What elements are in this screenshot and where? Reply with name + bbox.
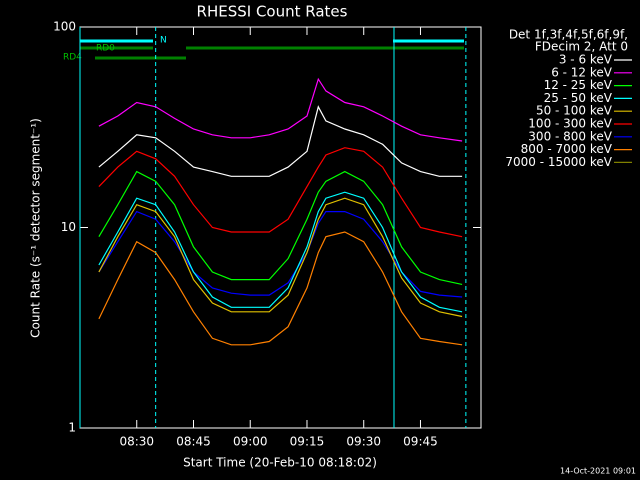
legend-title: FDecim 2, Att 0 <box>535 40 628 54</box>
series-line <box>98 191 463 313</box>
y-tick-label: 1 <box>68 421 76 435</box>
legend-label: 6 - 12 keV <box>551 65 613 79</box>
legend-label: 50 - 100 keV <box>536 104 613 118</box>
chart-title: RHESSI Count Rates <box>197 3 348 21</box>
series-line <box>98 231 463 346</box>
y-tick-label: 100 <box>53 20 76 34</box>
x-tick-label: 09:45 <box>403 435 438 449</box>
legend-label: 300 - 800 keV <box>528 129 612 143</box>
series-line <box>98 105 463 177</box>
x-tick-label: 09:00 <box>233 435 268 449</box>
legend-label: 12 - 25 keV <box>544 78 613 92</box>
y-axis-label: Count Rate (s⁻¹ detector segment⁻¹) <box>29 118 43 338</box>
legend-label: 100 - 300 keV <box>528 117 612 131</box>
series-line <box>98 147 463 238</box>
legend-label: 3 - 6 keV <box>559 53 613 67</box>
x-tick-label: 08:45 <box>176 435 211 449</box>
x-tick-label: 09:15 <box>290 435 325 449</box>
series-line <box>98 170 463 285</box>
series-line <box>98 77 463 142</box>
x-tick-label: 08:30 <box>119 435 154 449</box>
series-line <box>98 210 463 298</box>
footer: 14-Oct-2021 09:01 <box>560 467 636 476</box>
legend-label: 7000 - 15000 keV <box>505 155 612 169</box>
legend-label: 800 - 7000 keV <box>521 142 613 156</box>
flag-label: RD0 <box>96 44 115 54</box>
series-line <box>98 197 463 318</box>
legend-label: 25 - 50 keV <box>544 91 613 105</box>
legend-title: Det 1f,3f,4f,5f,6f,9f, <box>509 28 628 42</box>
x-tick-label: 09:30 <box>346 435 381 449</box>
flag-label: RD4 <box>63 53 82 63</box>
attenuator-flags: N RD0 RD4 <box>63 36 464 63</box>
y-tick-label: 10 <box>61 220 76 234</box>
x-axis-label: Start Time (20-Feb-10 08:18:02) <box>183 456 377 470</box>
flag-label: N <box>160 36 167 46</box>
